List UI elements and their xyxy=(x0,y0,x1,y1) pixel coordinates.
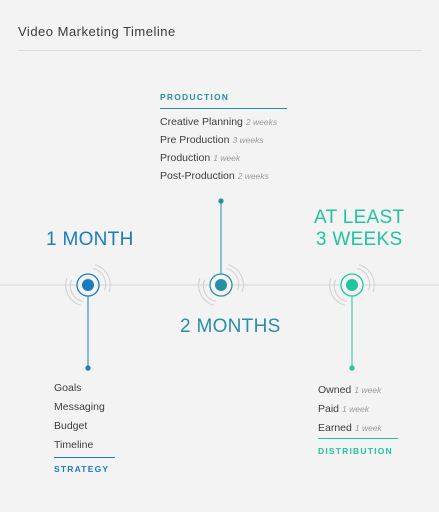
distribution-ring-arc xyxy=(358,264,375,293)
distribution-stem-dot xyxy=(349,365,355,371)
production-ring-arc xyxy=(202,279,216,302)
item-name: Post-Production xyxy=(160,170,235,182)
strategy-item: Timeline xyxy=(54,439,94,451)
production-list: Creative Planning 2 weeks Pre Production 3… xyxy=(160,116,277,182)
production-node-dot xyxy=(215,279,227,291)
strategy-item: Budget xyxy=(54,420,88,432)
item-duration: 1 week xyxy=(342,404,369,414)
production-stem-dot xyxy=(218,198,224,204)
distribution-rule xyxy=(318,438,398,439)
strategy-label: STRATEGY xyxy=(54,464,110,474)
title-divider xyxy=(18,50,421,51)
distribution-node xyxy=(329,264,375,371)
production-item: Pre Production 3 weeks xyxy=(160,134,277,146)
strategy-node xyxy=(65,264,111,371)
strategy-node-dot xyxy=(82,279,94,291)
distribution-duration-line: 3 WEEKS xyxy=(315,229,403,250)
production-item: Production 1 week xyxy=(160,152,277,164)
production-rule xyxy=(160,108,287,109)
distribution-ring-arc xyxy=(357,268,371,291)
item-name: Paid xyxy=(318,403,340,415)
strategy-stem-dot xyxy=(85,365,91,371)
strategy-duration: 1 MONTH xyxy=(46,229,134,250)
distribution-label: DISTRIBUTION xyxy=(318,446,393,456)
strategy-ring-arc xyxy=(94,264,111,293)
item-name: Pre Production xyxy=(160,134,230,146)
distribution-item: Earned 1 week xyxy=(318,422,382,434)
production-item: Post-Production 2 weeks xyxy=(160,170,277,182)
production-ring-arc xyxy=(198,277,215,306)
distribution-duration-line: AT LEAST xyxy=(314,207,405,228)
distribution-item: Paid 1 week xyxy=(318,403,382,415)
production-ring-arc xyxy=(227,264,244,293)
distribution-duration: AT LEAST 3 WEEKS xyxy=(314,207,404,251)
page-title: Video Marketing Timeline xyxy=(18,24,176,39)
strategy-ring-arc xyxy=(65,277,82,306)
production-item: Creative Planning 2 weeks xyxy=(160,116,277,128)
item-name: Earned xyxy=(318,422,352,434)
item-duration: 1 week xyxy=(354,423,382,433)
strategy-item: Goals xyxy=(54,382,82,394)
strategy-rule xyxy=(54,457,115,458)
production-node xyxy=(198,198,244,306)
item-duration: 3 weeks xyxy=(232,135,264,145)
distribution-node-dot xyxy=(346,279,358,291)
item-duration: 2 weeks xyxy=(245,117,278,127)
item-name: Owned xyxy=(318,384,352,396)
item-name: Creative Planning xyxy=(160,116,243,128)
production-duration: 2 MONTHS xyxy=(180,316,281,337)
strategy-ring-arc xyxy=(93,268,107,291)
distribution-ring-arc xyxy=(333,279,347,302)
production-ring-arc xyxy=(226,268,240,291)
strategy-list: Goals Messaging Budget Timeline xyxy=(54,382,105,451)
item-duration: 1 week xyxy=(354,385,382,395)
item-name: Production xyxy=(160,152,211,164)
production-label: PRODUCTION xyxy=(160,92,230,102)
strategy-item: Messaging xyxy=(54,401,105,413)
item-duration: 1 week xyxy=(213,153,241,163)
distribution-ring-arc xyxy=(329,277,346,306)
distribution-list: Owned 1 week Paid 1 week Earned 1 week xyxy=(318,384,382,434)
distribution-item: Owned 1 week xyxy=(318,384,382,396)
strategy-ring-arc xyxy=(69,279,83,302)
item-duration: 2 weeks xyxy=(237,171,269,181)
